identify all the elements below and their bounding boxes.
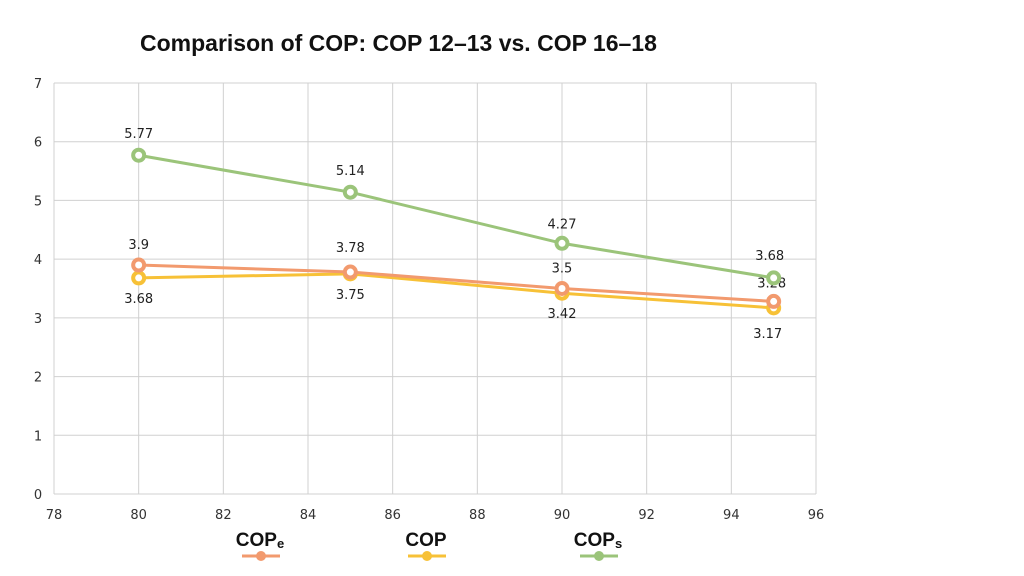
data-point-COPe [766,293,782,309]
x-tick-label: 86 [384,508,401,523]
series-line-COPs [138,153,774,280]
data-point-COPe [554,281,570,296]
data-point-COPs [131,147,147,163]
x-tick-label: 84 [300,508,317,523]
data-point-COPs [342,184,358,200]
data-point-COPs [766,270,782,286]
data-label-COP: 3.75 [336,288,365,303]
data-point-COP [131,270,147,286]
x-tick-label: 88 [469,508,486,523]
legend-marker-COPe [256,551,266,561]
legend-label-COP: COP [405,530,447,551]
x-tick-label: 96 [808,508,825,523]
x-tick-label: 90 [554,508,571,523]
legend-label-COPs: COPs [574,530,622,551]
x-tick-label: 80 [130,508,147,523]
x-tick-label: 78 [46,508,63,523]
legend-marker-COPs [594,551,604,561]
data-point-COPe [131,257,147,273]
y-tick-label: 7 [34,77,42,92]
data-label-COPs: 3.68 [755,249,784,264]
y-tick-label: 3 [34,312,42,327]
x-tick-label: 94 [723,508,740,523]
data-label-COPs: 5.77 [124,127,153,142]
series-line-COP [138,272,774,310]
series-line-COPe [138,263,774,303]
y-tick-label: 2 [34,371,42,386]
data-label-COPe: 3.5 [552,262,573,277]
y-tick-label: 5 [34,194,42,209]
y-tick-label: 1 [34,429,42,444]
x-tick-label: 92 [638,508,655,523]
legend-label-COPe: COPe [236,530,284,551]
data-point-COPe [342,264,358,280]
data-label-COPs: 5.14 [336,164,365,179]
data-point-COPs [554,235,570,251]
y-tick-label: 6 [34,136,42,151]
data-label-COP: 3.68 [124,292,153,307]
y-tick-label: 0 [34,488,42,503]
legend-marker-COP [422,551,432,561]
chart-title: Comparison of COP: COP 12–13 vs. COP 16–… [140,30,657,56]
y-tick-label: 4 [34,253,42,268]
data-label-COPe: 3.9 [128,238,149,253]
data-label-COP: 3.42 [548,307,577,322]
data-label-COPs: 4.27 [548,217,577,232]
x-tick-label: 82 [215,508,232,523]
data-label-COPe: 3.78 [336,241,365,256]
data-label-COP: 3.17 [753,327,782,342]
